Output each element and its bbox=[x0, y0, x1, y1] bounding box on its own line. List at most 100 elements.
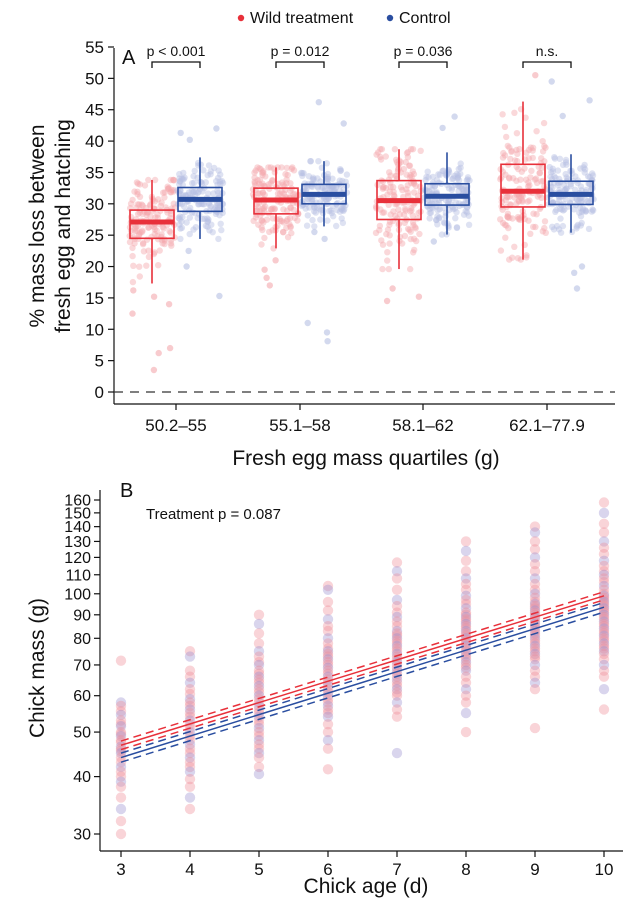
data-point bbox=[271, 205, 278, 212]
data-point bbox=[598, 628, 610, 639]
data-point bbox=[567, 183, 574, 190]
data-point bbox=[299, 169, 306, 177]
data-point bbox=[329, 175, 336, 182]
data-point bbox=[504, 142, 511, 150]
data-point bbox=[529, 592, 541, 603]
data-point bbox=[598, 596, 610, 608]
data-point bbox=[129, 196, 136, 204]
data-point bbox=[322, 580, 334, 592]
data-point bbox=[529, 600, 541, 612]
data-point bbox=[184, 792, 196, 803]
data-point bbox=[551, 155, 559, 162]
data-point bbox=[253, 651, 265, 662]
data-point bbox=[445, 185, 453, 192]
data-point bbox=[253, 719, 265, 730]
data-point bbox=[440, 167, 447, 174]
data-point bbox=[391, 621, 403, 632]
data-point bbox=[598, 635, 610, 646]
y-tick-label: 90 bbox=[73, 607, 91, 624]
data-point bbox=[534, 193, 541, 200]
data-point bbox=[253, 638, 265, 649]
panel-a: A 0 5 10 15 20 25 30 35 40 45 50 55 p < 0.001 p = 0.… bbox=[26, 38, 615, 470]
data-point bbox=[460, 584, 472, 595]
data-point bbox=[598, 607, 610, 618]
data-point bbox=[562, 159, 570, 166]
data-point bbox=[515, 197, 522, 204]
data-point bbox=[426, 215, 433, 222]
significance-bracket bbox=[275, 61, 325, 68]
data-point bbox=[322, 596, 334, 608]
data-point bbox=[391, 646, 403, 657]
data-point bbox=[309, 183, 316, 191]
data-point bbox=[529, 648, 541, 660]
data-point bbox=[589, 172, 597, 179]
data-point bbox=[407, 228, 414, 235]
box-iqr bbox=[500, 163, 546, 208]
data-point bbox=[180, 203, 188, 210]
data-point bbox=[508, 147, 515, 154]
data-point bbox=[572, 186, 579, 193]
outlier-point bbox=[415, 293, 423, 300]
data-point bbox=[140, 239, 147, 247]
data-point bbox=[190, 179, 198, 186]
data-point bbox=[403, 150, 411, 157]
data-point bbox=[412, 182, 420, 190]
y-tick-label: 35 bbox=[85, 163, 104, 182]
data-point bbox=[287, 223, 294, 230]
data-point bbox=[529, 566, 541, 577]
y-tick-label: 60 bbox=[73, 688, 91, 705]
data-point bbox=[598, 527, 610, 538]
data-point bbox=[266, 228, 273, 236]
panel-a-label: A bbox=[122, 47, 136, 69]
data-point bbox=[583, 186, 590, 194]
data-point bbox=[139, 202, 146, 209]
data-point bbox=[300, 170, 307, 177]
data-point bbox=[115, 781, 127, 792]
data-point bbox=[145, 224, 152, 231]
data-point bbox=[320, 184, 327, 191]
data-point bbox=[527, 230, 534, 237]
data-point bbox=[191, 192, 199, 199]
outlier-point bbox=[578, 263, 586, 270]
data-point bbox=[181, 174, 188, 181]
data-point bbox=[460, 614, 472, 625]
data-point bbox=[391, 687, 403, 698]
data-point bbox=[556, 186, 563, 194]
outlier-point bbox=[321, 235, 328, 243]
data-point bbox=[598, 618, 610, 630]
data-point bbox=[134, 210, 142, 218]
data-point bbox=[442, 213, 449, 220]
legend-control-label: Control bbox=[399, 10, 451, 27]
data-point bbox=[519, 197, 526, 204]
data-point bbox=[504, 213, 511, 220]
data-point bbox=[326, 207, 333, 215]
data-point bbox=[129, 244, 136, 252]
data-point bbox=[589, 206, 596, 213]
data-point bbox=[322, 643, 334, 654]
data-point bbox=[277, 217, 284, 225]
y-tick-label: 50 bbox=[85, 69, 104, 88]
data-point bbox=[457, 164, 464, 171]
data-point bbox=[156, 247, 163, 254]
data-point bbox=[572, 173, 579, 180]
outlier-point bbox=[571, 269, 578, 276]
data-point bbox=[151, 226, 158, 233]
data-point bbox=[529, 684, 541, 695]
x-tick-label: 55.1–58 bbox=[269, 416, 330, 435]
data-point bbox=[598, 614, 610, 625]
data-point bbox=[143, 211, 150, 219]
outlier-point bbox=[389, 285, 396, 292]
data-point bbox=[410, 170, 418, 178]
data-point bbox=[502, 234, 509, 241]
data-point bbox=[311, 208, 318, 215]
data-point bbox=[391, 704, 403, 715]
data-point bbox=[133, 227, 141, 234]
data-point bbox=[386, 240, 393, 247]
data-point bbox=[598, 548, 610, 560]
data-point bbox=[518, 168, 525, 175]
data-point bbox=[460, 677, 472, 688]
data-point bbox=[322, 704, 334, 715]
data-point bbox=[391, 146, 399, 153]
box-wild-1 bbox=[253, 167, 299, 249]
data-point bbox=[136, 193, 144, 200]
